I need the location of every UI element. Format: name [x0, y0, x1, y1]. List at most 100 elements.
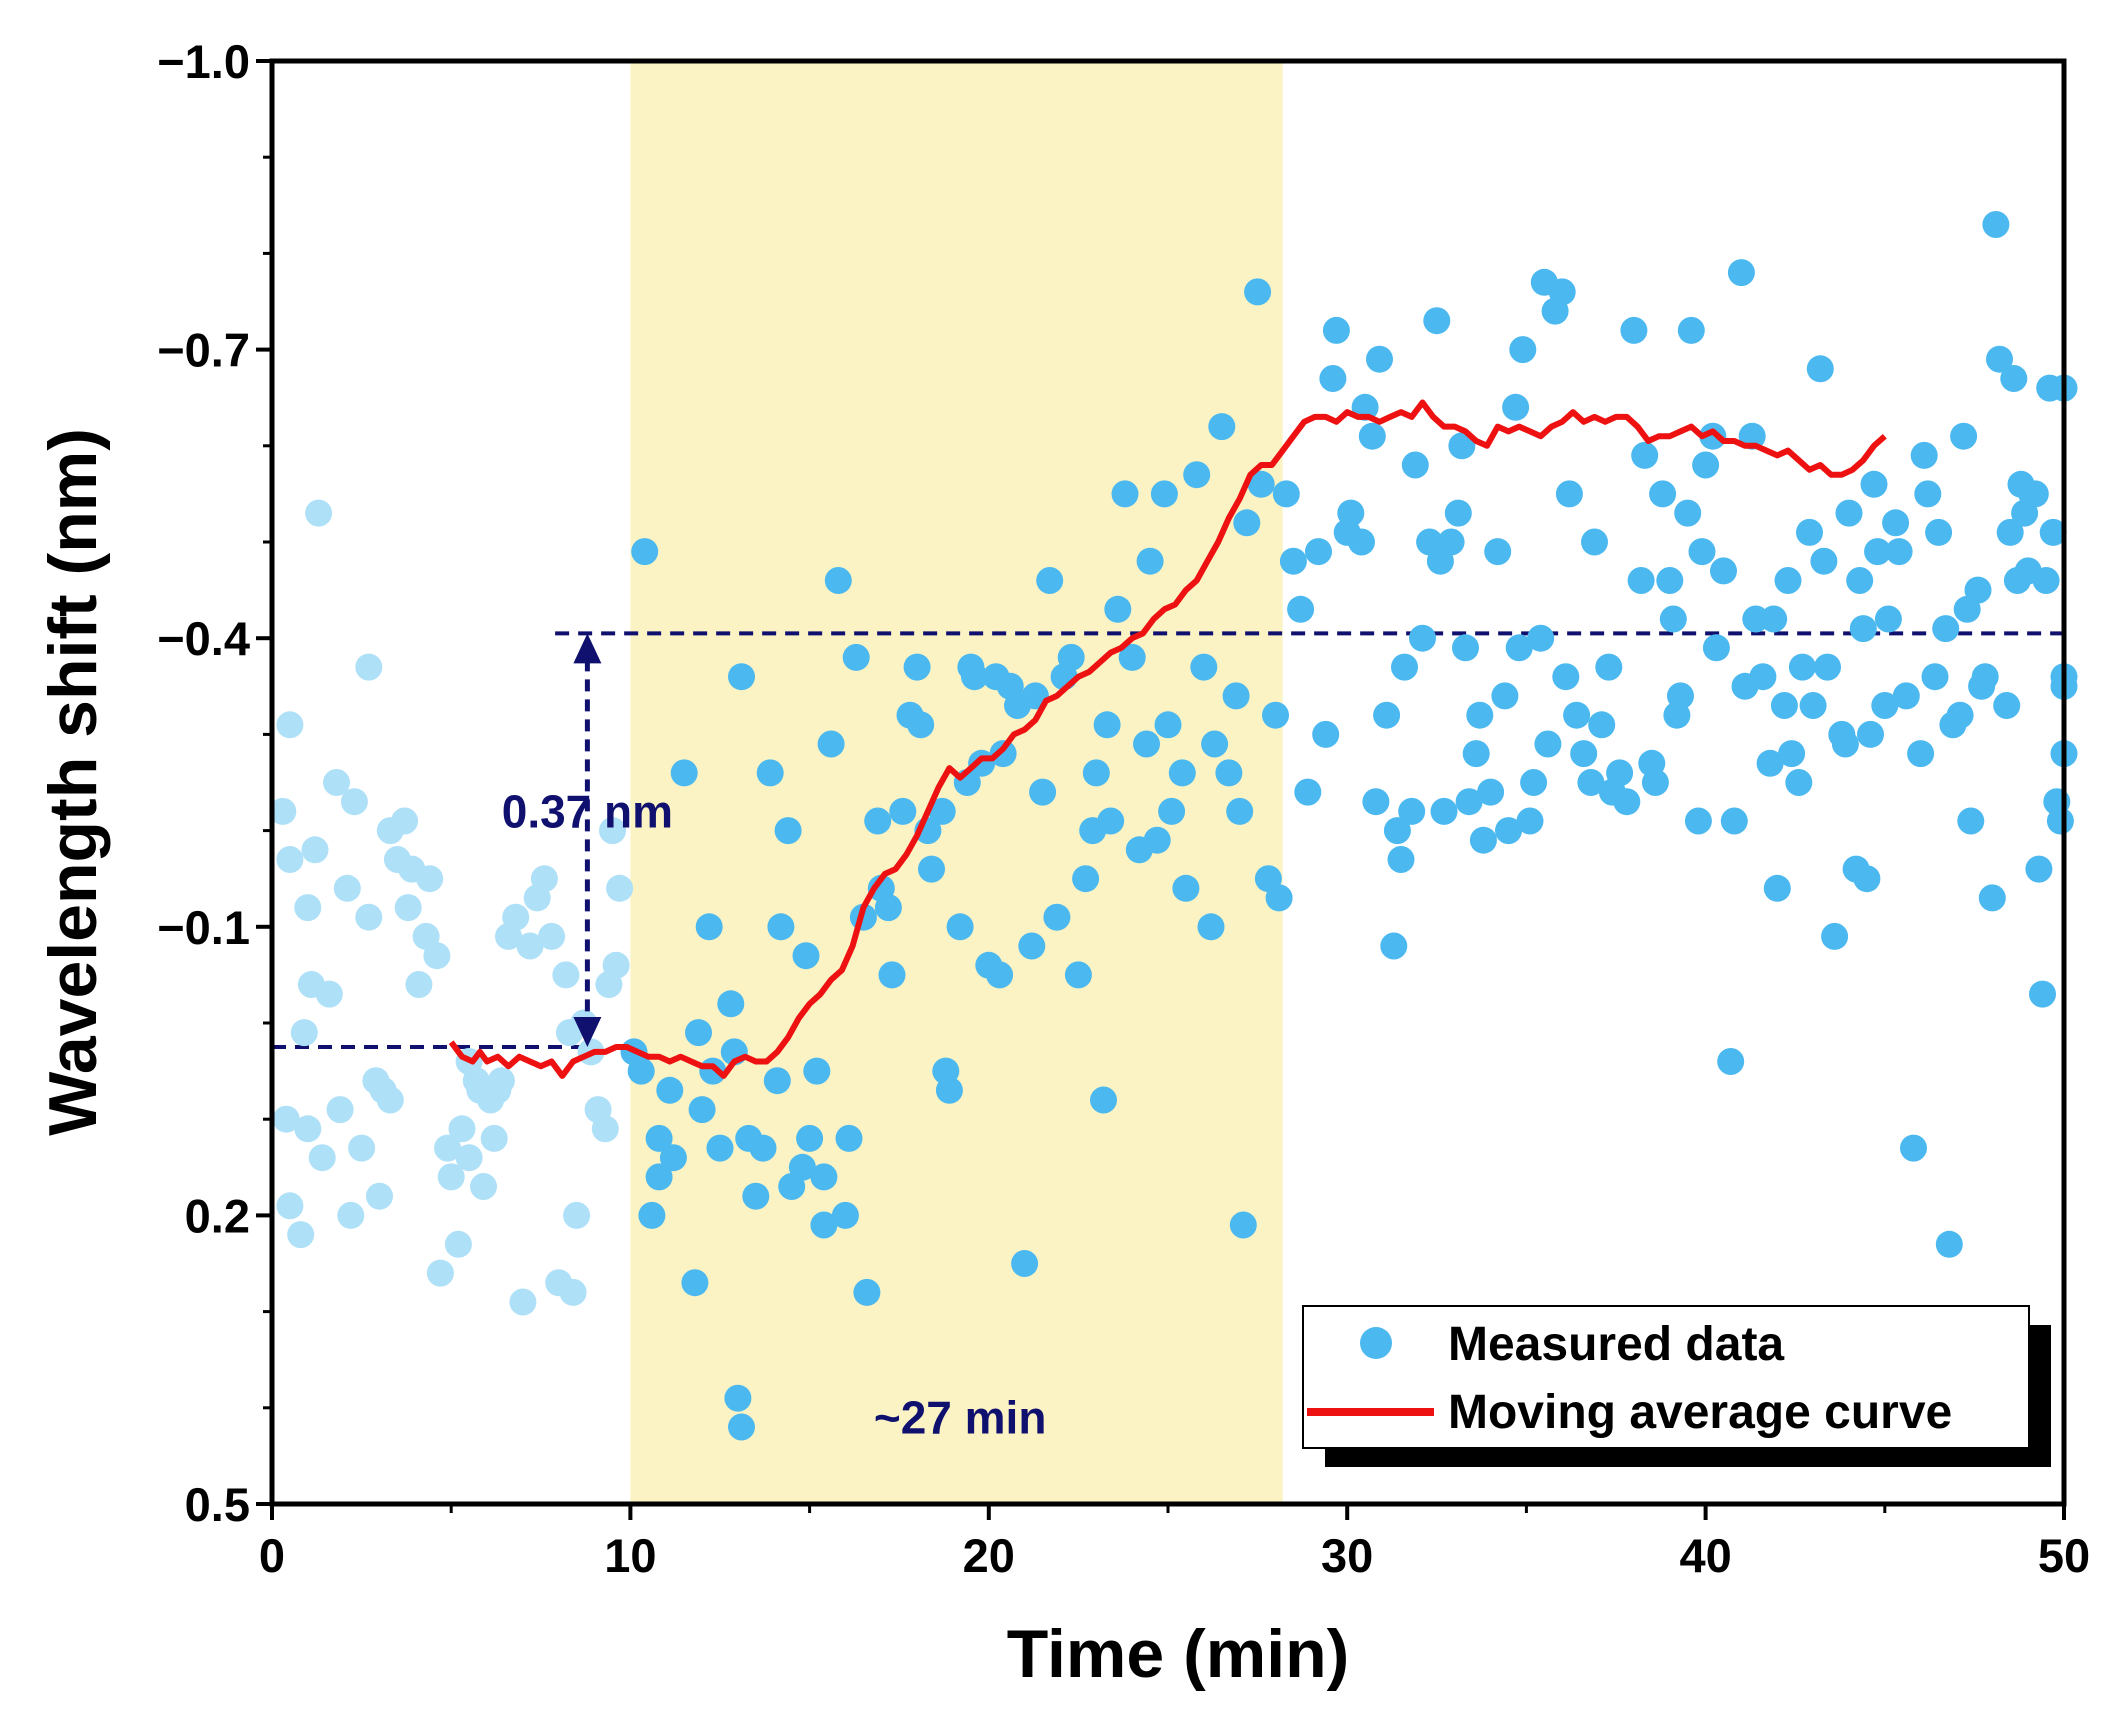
measured-point-196 — [1398, 797, 1426, 825]
moving-average-line — [448, 399, 1887, 1079]
measured-point-162 — [1190, 653, 1218, 681]
measured-point-130 — [986, 961, 1014, 989]
measured-point-247 — [1677, 316, 1705, 344]
measured-point-182 — [1319, 365, 1347, 392]
measured-point-296 — [1932, 615, 1960, 643]
measured-point-228 — [1570, 740, 1598, 768]
measured-point-180 — [1305, 538, 1332, 566]
measured-point-38 — [444, 1230, 472, 1258]
measured-point-289 — [1892, 682, 1920, 710]
measured-point-81 — [695, 913, 723, 941]
x-tick-label-4: 40 — [1679, 1529, 1731, 1582]
measured-point-51 — [509, 1288, 537, 1316]
measured-point-234 — [1606, 759, 1634, 787]
measured-point-274 — [1821, 922, 1849, 950]
measured-point-33 — [416, 865, 444, 893]
measured-point-229 — [1577, 769, 1605, 796]
measured-point-112 — [874, 894, 902, 922]
measured-point-202 — [1430, 797, 1458, 825]
measured-point-287 — [1882, 509, 1910, 537]
measured-point-122 — [935, 1076, 963, 1104]
measured-point-219 — [1520, 769, 1548, 796]
measured-point-261 — [1756, 749, 1784, 777]
measured-point-226 — [1555, 480, 1583, 508]
measured-point-310 — [1996, 518, 2024, 546]
measured-point-107 — [842, 643, 870, 671]
measured-point-290 — [1900, 1134, 1927, 1162]
legend: Measured data Moving average curve — [1302, 1305, 2051, 1467]
measured-point-252 — [1702, 634, 1730, 662]
measured-point-251 — [1699, 422, 1727, 450]
measured-point-297 — [1935, 1230, 1963, 1258]
measured-point-37 — [437, 1163, 465, 1191]
measured-point-88 — [728, 663, 755, 691]
measured-point-165 — [1208, 413, 1236, 441]
measured-point-210 — [1469, 826, 1497, 854]
measured-point-163 — [1197, 913, 1225, 941]
measured-point-273 — [1814, 653, 1841, 681]
measured-point-322 — [2039, 518, 2067, 546]
measured-point-123 — [946, 913, 974, 941]
measured-point-225 — [1552, 663, 1580, 691]
measured-point-48 — [487, 1067, 515, 1095]
measured-point-279 — [1846, 567, 1874, 594]
measured-point-104 — [824, 567, 852, 594]
measured-point-114 — [889, 797, 917, 825]
measured-point-160 — [1172, 874, 1200, 902]
measured-point-280 — [1849, 615, 1877, 643]
measured-point-237 — [1627, 567, 1655, 594]
measured-point-26 — [376, 1086, 404, 1114]
measured-point-281 — [1853, 865, 1881, 893]
measured-point-41 — [455, 1144, 483, 1172]
x-axis-title: Time (min) — [1007, 1616, 1350, 1692]
measured-point-207 — [1455, 788, 1483, 816]
measured-point-52 — [516, 932, 544, 960]
measured-point-194 — [1387, 846, 1415, 873]
measured-point-242 — [1656, 567, 1684, 594]
measured-point-149 — [1104, 595, 1132, 623]
measured-point-34 — [423, 942, 451, 970]
measured-point-15 — [326, 1096, 354, 1124]
measured-point-57 — [552, 961, 580, 989]
measured-point-76 — [659, 1144, 687, 1172]
measured-point-92 — [756, 759, 784, 787]
double-arrow-label: 0.37 nm — [502, 785, 673, 837]
measured-point-214 — [1495, 817, 1522, 845]
measured-point-224 — [1548, 278, 1576, 306]
measured-point-260 — [1749, 663, 1777, 691]
measured-point-206 — [1452, 634, 1479, 662]
measured-point-171 — [1244, 278, 1272, 306]
measured-point-94 — [767, 913, 795, 941]
measured-point-151 — [1118, 643, 1146, 671]
measured-point-59 — [559, 1278, 587, 1306]
measured-point-103 — [817, 730, 845, 758]
measured-point-216 — [1505, 634, 1533, 662]
measured-point-286 — [1874, 605, 1902, 633]
measured-point-248 — [1684, 807, 1712, 835]
measured-point-303 — [1964, 576, 1992, 604]
measured-point-138 — [1036, 567, 1064, 594]
measured-point-28 — [391, 807, 419, 835]
legend-label-moving-average: Moving average curve — [1448, 1386, 1952, 1439]
x-tick-label-5: 50 — [2038, 1529, 2090, 1582]
measured-point-282 — [1857, 720, 1884, 748]
measured-point-192 — [1380, 932, 1408, 960]
measured-point-44 — [470, 1173, 497, 1200]
measured-point-256 — [1727, 259, 1755, 287]
measured-point-170 — [1233, 509, 1261, 537]
measured-point-294 — [1921, 663, 1949, 691]
measured-point-161 — [1183, 461, 1211, 489]
measured-point-243 — [1659, 605, 1687, 633]
measured-point-120 — [928, 797, 956, 825]
measured-point-10 — [301, 836, 329, 864]
measured-point-109 — [853, 1278, 881, 1306]
measured-point-5 — [287, 1221, 315, 1249]
measured-point-240 — [1641, 769, 1669, 796]
measured-point-8 — [294, 1115, 322, 1143]
measured-point-6 — [290, 1019, 318, 1047]
measured-point-55 — [538, 922, 566, 950]
measured-point-100 — [803, 1057, 831, 1085]
measured-point-270 — [1799, 692, 1827, 719]
measured-point-174 — [1262, 701, 1289, 729]
